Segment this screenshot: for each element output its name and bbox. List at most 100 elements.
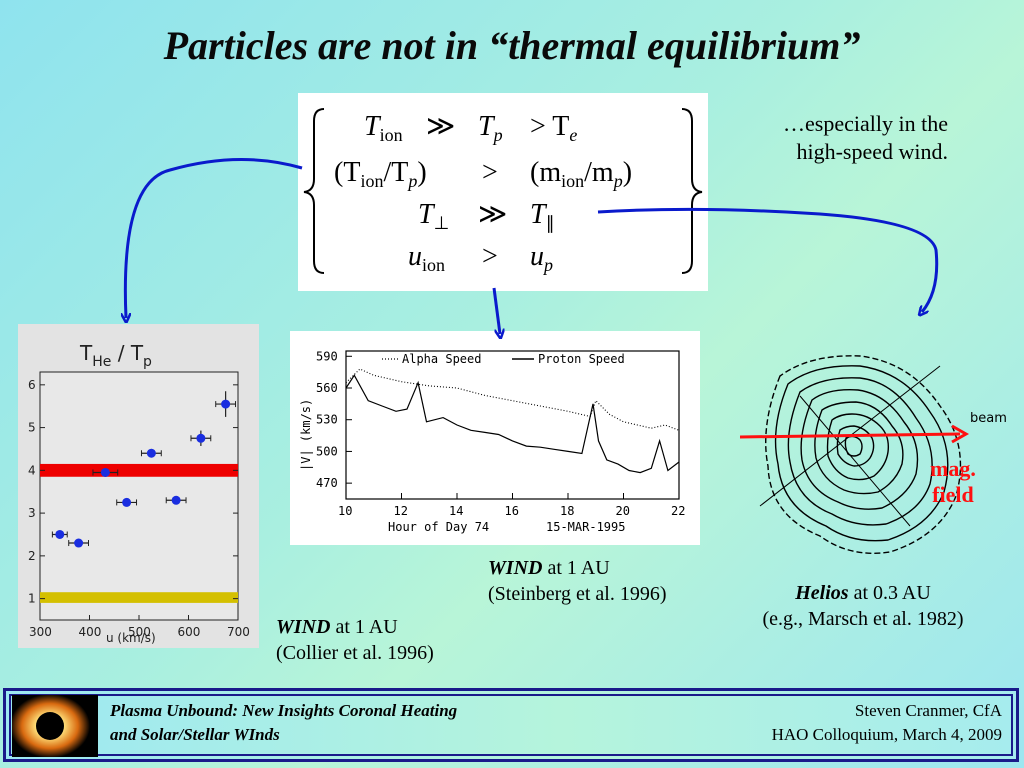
footer-right-line2: HAO Colloquium, March 4, 2009 [771,725,1002,744]
contour-6 [826,413,890,481]
velocity-contours [765,355,962,554]
the-tp-xtick-label-1: 400 [79,625,102,639]
wind-date-label: 15-MAR-1995 [546,520,625,534]
wind-ytick-label-4: 470 [316,476,338,490]
wind-series-proton [345,374,680,474]
wind-xtick-label-2: 14 [449,504,463,518]
eq1-extra: > Te [530,111,577,145]
mag-field-arrow-head [951,424,970,444]
footer-left-line2: and Solar/Stellar WInds [110,725,280,744]
eclipse-logo [12,695,98,757]
contour-outer [765,355,962,554]
eq3-lhs: T⊥ [418,199,449,233]
eq1-op: ≫ [426,111,455,142]
eq2-lhs: (Tion/Tp) [334,157,427,191]
helios-contour-plot: beam [739,355,1007,554]
note-line1: …especially in the [783,111,948,136]
the-tp-point-4 [146,448,156,458]
wind-xtick-label-1: 12 [394,504,408,518]
footer-right-line1: Steven Cranmer, CfA [854,701,1002,720]
the-tp-point-3 [122,497,132,507]
the-tp-point-2 [100,467,110,477]
wind-xtick-label-3: 16 [505,504,519,518]
the-tp-band-0 [40,463,238,477]
the-tp-point-6 [196,433,206,443]
equation-svg: Tion ≫ Tp > Te (Tion/Tp) > (mion/mp) T⊥ … [303,108,703,275]
wind-ylabel: |V| (km/s) [299,399,313,471]
eq4-op: > [482,241,498,272]
mag-field-arrow-line [739,432,961,439]
beam-label: beam [970,411,1007,426]
mag-field-label-line1: mag. [930,456,976,481]
caption-helios-line1: Helios at 0.3 AU [795,582,931,604]
the-tp-xtick-label-2: 500 [128,625,151,639]
the-tp-ytick-label-1: 2 [28,549,36,563]
wind-xtick-label-6: 22 [671,504,685,518]
the-tp-ytick-label-3: 4 [28,463,36,477]
the-tp-point-1 [74,538,84,548]
wind-xtick-label-4: 18 [560,504,574,518]
caption-collier-ref: (Collier et al. 1996) [276,642,434,664]
wind-ytick-label-0: 590 [316,349,338,363]
eq3-rhs: T∥ [530,199,555,233]
arrow-to-wind-chart [492,287,500,334]
the-tp-xtick-label-4: 700 [227,625,250,639]
eq4-rhs: up [530,241,553,275]
note-text: …especially in the high-speed wind. [700,110,948,166]
the-tp-point-5 [171,495,181,505]
the-tp-xlabel: u (km/s) [106,631,156,645]
eclipse-icon [12,695,98,757]
axis-line-b [799,395,911,527]
left-brace [303,108,325,274]
helios-contour-panel: beam [739,336,1020,576]
mag-field-label-line2: field [932,482,974,507]
the-tp-chart: THe / Tp 1 2 3 4 5 6 300 400 500 600 700 u (km/s) [28,341,250,645]
wind-speed-chart-panel: 590 560 530 500 470 10 12 14 16 18 20 22 Alpha Spee… [290,331,700,545]
wind-xtick-label-0: 10 [338,504,352,518]
contour-4 [800,389,919,510]
wind-plot-frame [345,350,680,500]
the-tp-point-0 [55,529,65,539]
wind-ytick-label-1: 560 [316,381,338,395]
caption-helios: Helios at 0.3 AU (e.g., Marsch et al. 19… [748,580,978,632]
caption-steinberg-ref: (Steinberg et al. 1996) [488,583,667,605]
arrow-to-the-tp-chart [125,158,303,318]
wind-ytick-label-3: 500 [316,444,338,458]
the-tp-xtick-label-0: 300 [29,625,52,639]
the-tp-point-7 [221,399,231,409]
the-tp-ytick-label-0: 1 [28,592,36,606]
contour-8 [844,435,863,457]
contour-3 [787,377,933,526]
the-tp-ytick-label-2: 3 [28,506,36,520]
eq2-rhs: (mion/mp) [530,157,632,191]
wind-series-alpha [345,368,680,431]
caption-collier: WIND at 1 AU (Collier et al. 1996) [276,614,434,666]
contour-2 [774,365,949,542]
contour-7 [836,425,875,467]
equation-box: Tion ≫ Tp > Te (Tion/Tp) > (mion/mp) T⊥ … [298,93,708,291]
caption-helios-ref: (e.g., Marsch et al. 1982) [762,608,964,630]
mag-field-label: mag. field [930,456,976,508]
legend-alpha-label: Alpha Speed [402,352,481,366]
caption-steinberg-line1: WIND at 1 AU [488,557,610,579]
eq4-lhs: uion [408,241,445,275]
footer-left-line1: Plasma Unbound: New Insights Coronal Hea… [110,701,458,720]
caption-collier-line1: WIND at 1 AU [276,616,398,638]
footer-bar: Plasma Unbound: New Insights Coronal Hea… [3,688,1019,762]
right-brace [681,108,703,274]
eq1-rhs: Tp [478,111,503,145]
slide-title: Particles are not in “thermal equilibriu… [163,23,861,68]
the-tp-xtick-label-3: 600 [178,625,201,639]
legend-proton-label: Proton Speed [538,352,625,366]
caption-steinberg: WIND at 1 AU (Steinberg et al. 1996) [488,555,666,607]
the-tp-chart-title: THe / Tp [79,341,152,370]
footer-right-text: Steven Cranmer, CfA HAO Colloquium, Marc… [772,699,1002,747]
the-tp-ytick-label-5: 6 [28,378,36,392]
the-tp-plot-frame [39,371,239,621]
the-tp-band-1 [40,592,238,603]
wind-xlabel: Hour of Day 74 [388,520,489,534]
wind-xtick-label-5: 20 [616,504,630,518]
eq3-op: ≫ [478,199,507,230]
eq2-op: > [482,157,498,188]
